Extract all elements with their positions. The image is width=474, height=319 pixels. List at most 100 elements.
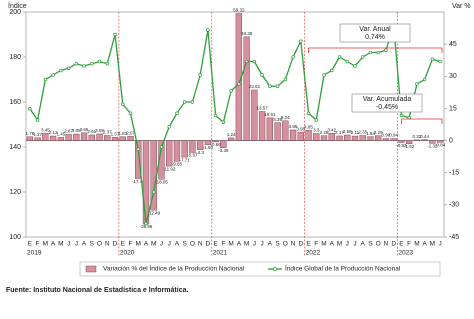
y2-tick-label: -45 xyxy=(449,234,459,241)
line-marker xyxy=(353,64,357,68)
y-tick-label: 100 xyxy=(9,234,21,241)
line-marker xyxy=(105,61,110,66)
x-tick-label: M xyxy=(151,241,156,248)
annotation-title: Var. Anual xyxy=(359,26,391,33)
x-tick-label: A xyxy=(422,241,427,248)
x-tick-label: D xyxy=(391,241,396,248)
x-tick-label: J xyxy=(253,241,256,248)
bar xyxy=(320,135,328,141)
x-tick-label: O xyxy=(190,241,195,248)
legend-swatch xyxy=(273,267,277,271)
x-tick-label: A xyxy=(175,241,180,248)
bar xyxy=(26,136,34,141)
y2-axis-title: Var % xyxy=(452,3,471,10)
line-marker xyxy=(260,73,264,77)
bar xyxy=(367,136,374,141)
bar-value-label: 3.05 xyxy=(72,128,81,133)
x-tick-label: A xyxy=(144,241,149,248)
y-tick-label: 140 xyxy=(9,144,21,151)
year-label: 2019 xyxy=(27,250,42,257)
bar-value-label: 3.66 xyxy=(80,127,89,132)
bar-value-label: 3.09 xyxy=(95,128,104,133)
bar-value-label: 2.58 xyxy=(343,129,352,134)
bar xyxy=(158,140,165,180)
year-label: 2020 xyxy=(120,250,135,257)
bar xyxy=(111,137,119,141)
x-tick-label: E xyxy=(28,241,33,248)
bar xyxy=(88,134,95,141)
x-tick-label: O xyxy=(283,241,288,248)
bar xyxy=(212,140,219,143)
bar-value-label: -0.93 xyxy=(396,143,407,148)
bar-value-label: -7.71 xyxy=(180,157,191,162)
x-tick-label: O xyxy=(376,241,381,248)
line-marker xyxy=(82,64,86,68)
x-tick-label: J xyxy=(75,241,78,248)
line-marker xyxy=(291,55,295,59)
x-tick-label: S xyxy=(368,241,373,248)
bar xyxy=(104,135,111,141)
line-marker xyxy=(90,61,94,66)
x-tick-label: J xyxy=(260,241,263,248)
bar xyxy=(220,140,227,148)
x-tick-label: A xyxy=(237,241,242,248)
line-marker xyxy=(283,77,288,82)
line-marker xyxy=(268,84,272,88)
bar xyxy=(34,137,41,141)
line-marker xyxy=(121,102,125,106)
bar-value-label: 2.37 xyxy=(103,130,112,135)
line-marker xyxy=(252,59,257,64)
bar-value-label: 2.11 xyxy=(351,130,360,135)
x-tick-label: J xyxy=(168,241,171,248)
bar-value-label: 2.07 xyxy=(126,130,135,135)
line-marker xyxy=(229,88,233,93)
line-marker xyxy=(28,106,32,111)
annotation-box xyxy=(339,23,411,43)
bar-value-label: -11.92 xyxy=(163,166,176,171)
line-marker xyxy=(182,100,187,104)
line-marker xyxy=(113,32,117,37)
bar xyxy=(166,140,173,167)
bar-value-label: -9.65 xyxy=(172,161,183,166)
bar-value-label: -32.49 xyxy=(147,210,160,215)
line-marker xyxy=(97,59,102,64)
bar-value-label: 48.39 xyxy=(241,31,253,36)
y-axis-title: Índice xyxy=(8,1,27,10)
x-tick-label: A xyxy=(82,241,87,248)
x-tick-label: A xyxy=(361,241,366,248)
line-marker xyxy=(314,118,319,122)
x-tick-label: N xyxy=(198,241,203,248)
line-marker xyxy=(430,57,435,61)
bar xyxy=(173,140,181,162)
x-tick-label: F xyxy=(221,241,225,248)
line-marker xyxy=(167,124,171,129)
line-marker xyxy=(275,84,280,88)
bar xyxy=(96,133,103,141)
bar xyxy=(351,135,359,141)
bar-value-label: -4.3 xyxy=(196,150,204,155)
bar xyxy=(181,140,188,158)
line-marker xyxy=(337,55,342,59)
bar-value-label: 3.42 xyxy=(327,127,336,132)
line-marker xyxy=(244,59,249,64)
bar-value-label: 2.35 xyxy=(358,130,367,135)
bar xyxy=(204,140,212,145)
source: Fuente: Instituto Nacional de Estadístic… xyxy=(6,287,188,294)
bar-value-label: 3.95 xyxy=(296,126,305,131)
line-marker xyxy=(438,59,442,64)
x-tick-label: A xyxy=(51,241,56,248)
bar-value-label: -1.93 xyxy=(203,145,214,150)
bar xyxy=(119,136,126,141)
x-tick-label: M xyxy=(321,241,326,248)
year-label: 2022 xyxy=(306,250,321,257)
annotation-text: -0,45% xyxy=(376,104,398,111)
line-marker xyxy=(151,190,156,194)
y2-tick-label: 30 xyxy=(449,73,457,80)
legend-label: Índice Global de la Producción Nacional xyxy=(285,264,401,273)
bar xyxy=(258,111,266,141)
bar-value-label: -0.66 xyxy=(211,142,222,147)
legend-frame xyxy=(79,261,441,277)
annotation-bracket xyxy=(401,118,443,124)
bar xyxy=(289,129,297,141)
line-marker xyxy=(59,68,63,73)
